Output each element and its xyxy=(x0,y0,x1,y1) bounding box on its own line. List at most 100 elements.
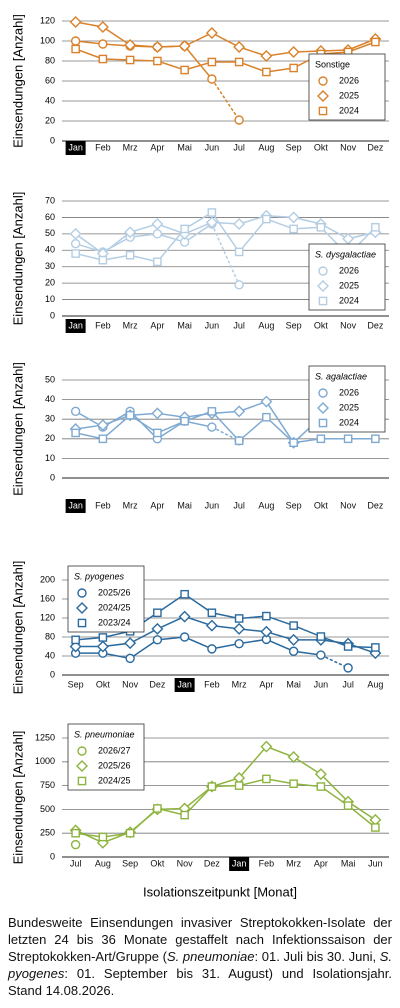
legend: Sonstige 2026 2025 2024 xyxy=(308,53,386,121)
marker xyxy=(179,632,190,642)
series xyxy=(70,632,353,673)
y-tick-label: 50 xyxy=(45,374,55,384)
marker xyxy=(234,115,244,125)
marker xyxy=(70,406,81,417)
marker xyxy=(287,633,300,646)
x-tick-label: Sep xyxy=(286,320,302,330)
y-tick-label: 80 xyxy=(45,55,55,65)
x-tick-label: Dez xyxy=(367,500,384,510)
legend: S. agalactiae 2026 2025 2024 xyxy=(308,365,386,433)
x-tick-label: Mai xyxy=(177,320,192,330)
caption-text: Bundesweite Einsendungen invasiver Strep… xyxy=(8,915,392,964)
x-tick-label: Mai xyxy=(177,500,192,510)
marker xyxy=(316,632,326,641)
marker xyxy=(71,428,80,438)
x-tick-label: Mrz xyxy=(286,858,301,868)
marker xyxy=(70,239,81,249)
legend-label: 2024 xyxy=(339,417,359,427)
marker xyxy=(289,779,298,788)
series xyxy=(71,208,380,267)
highlight-box xyxy=(229,857,250,871)
marker xyxy=(207,57,217,67)
line xyxy=(75,215,376,255)
marker xyxy=(318,266,328,276)
marker xyxy=(233,41,246,53)
marker xyxy=(178,40,191,52)
marker xyxy=(234,638,244,649)
marker xyxy=(289,621,298,630)
x-tick-label: Dez xyxy=(367,142,384,152)
x-tick-label: Jan xyxy=(68,500,83,510)
series xyxy=(71,407,380,448)
marker xyxy=(207,208,217,217)
line xyxy=(75,211,376,263)
x-tick-label: Dez xyxy=(204,858,221,868)
highlight-box xyxy=(174,678,195,692)
y-tick-label: 70 xyxy=(45,195,55,205)
y-tick-label: 100 xyxy=(40,35,55,45)
marker xyxy=(153,56,162,66)
x-tick-label: Apr xyxy=(259,679,273,689)
series xyxy=(69,16,382,62)
x-tick-label: Okt xyxy=(150,858,165,868)
marker xyxy=(180,416,189,426)
y-tick-label: 120 xyxy=(40,15,55,25)
legend-label: 2025/26 xyxy=(98,760,131,770)
marker xyxy=(205,216,218,229)
legend-label: 2026 xyxy=(339,75,359,85)
legend: S. pneumoniae 2026/27 2025/26 2024/25 xyxy=(67,723,145,791)
x-tick-label: Apr xyxy=(314,858,328,868)
marker xyxy=(98,434,108,444)
marker xyxy=(316,782,326,791)
x-tick-label: Okt xyxy=(314,500,329,510)
x-tick-label: Jul xyxy=(233,500,245,510)
marker xyxy=(317,280,329,292)
legend-title: S. pneumoniae xyxy=(74,729,135,739)
y-tick-label: 80 xyxy=(45,631,55,641)
x-tick-label: Jul xyxy=(342,679,354,689)
x-tick-label: Jan xyxy=(232,858,247,868)
marker xyxy=(234,57,244,67)
marker xyxy=(205,619,218,632)
marker xyxy=(234,280,244,290)
x-tick-label: Okt xyxy=(96,679,111,689)
x-tick-label: Jan xyxy=(177,679,192,689)
x-tick-label: Sep xyxy=(286,142,302,152)
x-tick-label: Jun xyxy=(368,858,383,868)
marker xyxy=(260,50,273,62)
marker xyxy=(153,804,162,813)
marker xyxy=(318,106,328,116)
marker xyxy=(96,21,109,33)
marker xyxy=(371,222,380,232)
y-tick-label: 60 xyxy=(45,75,55,85)
marker xyxy=(260,740,273,753)
marker xyxy=(180,810,189,820)
marker xyxy=(153,428,162,438)
x-tick-label: Mrz xyxy=(123,320,138,330)
caption-text: : 01. September bis 31. August) und Isol… xyxy=(8,966,392,998)
line-dashed xyxy=(211,78,240,121)
x-tick-label: Nov xyxy=(177,858,194,868)
marker xyxy=(287,211,300,224)
marker xyxy=(98,39,108,49)
marker xyxy=(71,44,80,54)
line xyxy=(75,636,321,660)
y-axis-title: Einsendungen [Anzahl] xyxy=(10,192,25,326)
marker xyxy=(125,828,135,838)
line-dashed xyxy=(211,223,240,286)
y-tick-label: 0 xyxy=(50,472,55,482)
x-tick-label: Jun xyxy=(205,142,220,152)
marker xyxy=(125,410,135,420)
marker xyxy=(262,412,271,422)
marker xyxy=(289,438,298,448)
marker xyxy=(207,74,217,84)
marker xyxy=(289,63,298,73)
marker xyxy=(207,644,217,654)
marker xyxy=(180,224,189,234)
marker xyxy=(343,434,353,444)
y-tick-label: 30 xyxy=(45,261,55,271)
caption-text: S. pneumoniae xyxy=(167,949,255,964)
marker xyxy=(153,257,162,267)
y-tick-label: 10 xyxy=(45,294,55,304)
y-tick-label: 40 xyxy=(45,394,55,404)
